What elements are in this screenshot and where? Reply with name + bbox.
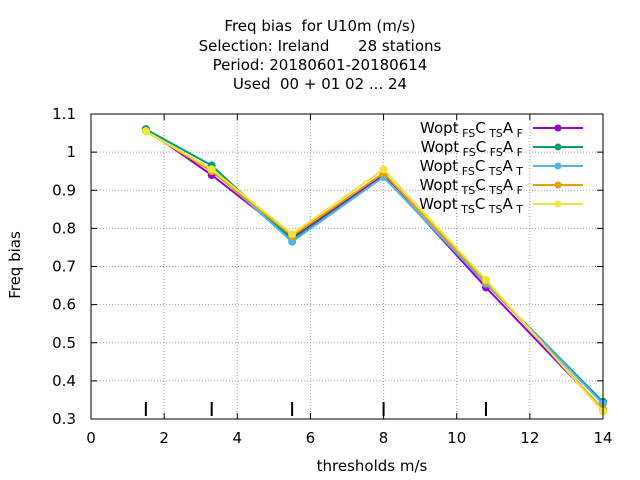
chart-title-line-4: Used 00 + 01 02 ... 24 [232, 75, 408, 93]
legend-marker [554, 124, 562, 132]
legend-item: Wopt FSC TSA T [420, 157, 583, 178]
data-point [141, 127, 150, 136]
x-tick-label: 8 [379, 429, 389, 447]
legend-label: Wopt FSC TSA T [420, 157, 524, 178]
y-tick-label: 1.1 [52, 105, 76, 123]
y-axis-label: Freq bias [6, 231, 24, 299]
series-line [145, 130, 604, 413]
data-point [288, 230, 297, 239]
x-tick-label: 14 [593, 429, 612, 447]
data-point [207, 165, 216, 174]
x-tick-label: 10 [447, 429, 466, 447]
y-tick-label: 0.8 [52, 219, 76, 237]
legend-item: Wopt FSC FSA F [421, 138, 583, 159]
y-tick-label: 0.5 [52, 334, 76, 352]
y-tick-label: 0.9 [52, 181, 76, 199]
x-tick-label: 6 [306, 429, 316, 447]
y-tick-label: 0.3 [52, 410, 76, 428]
series-5 [141, 127, 607, 416]
y-tick-label: 1 [66, 143, 76, 161]
legend-label: Wopt TSC TSA F [419, 176, 523, 197]
legend-item: Wopt TSC TSA T [419, 195, 583, 216]
x-tick-label: 4 [233, 429, 243, 447]
legend-label: Wopt TSC TSA T [419, 195, 523, 216]
x-axis-label: thresholds m/s [316, 457, 428, 475]
axis-ticks: 0 2 4 6 8 10 12 14 0.3 0.4 0.5 0.6 0.7 0.8 0.9 1 1.1 [52, 105, 612, 447]
x-tick-label: 2 [159, 429, 169, 447]
legend-label: Wopt FSC TSA F [420, 119, 523, 140]
legend-label: Wopt FSC FSA F [421, 138, 523, 159]
chart-title-line-2: Selection: Ireland 28 stations [198, 37, 442, 55]
data-point [379, 165, 388, 174]
y-tick-label: 0.7 [52, 258, 76, 276]
legend-item: Wopt TSC TSA F [419, 176, 583, 197]
series-line [145, 128, 604, 411]
x-tick-label: 12 [520, 429, 539, 447]
threshold-markers [144, 402, 487, 416]
chart-title-line-3: Period: 20180601-20180614 [212, 56, 428, 74]
legend-marker [554, 200, 562, 208]
series-group [141, 125, 607, 416]
x-tick-label: 0 [86, 429, 96, 447]
y-tick-label: 0.4 [52, 372, 76, 390]
legend-item: Wopt FSC TSA F [420, 119, 583, 140]
y-tick-label: 0.6 [52, 296, 76, 314]
legend-marker [554, 162, 562, 170]
data-point [481, 275, 490, 284]
grid-lines [91, 114, 603, 419]
chart-title-line-1: Freq bias for U10m (m/s) [224, 17, 416, 35]
legend-marker [554, 181, 562, 189]
legend-marker [554, 143, 562, 151]
